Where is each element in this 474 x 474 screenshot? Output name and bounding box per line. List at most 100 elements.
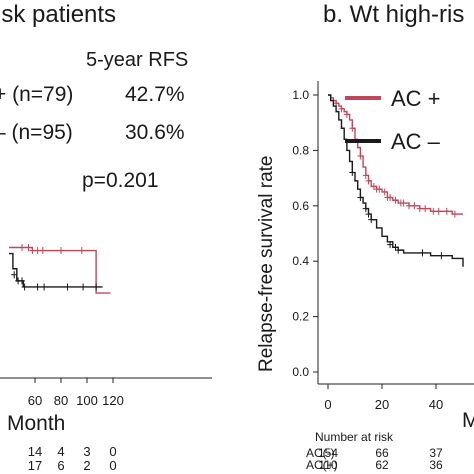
right-y-tick-label: 0.2 bbox=[292, 310, 309, 324]
right-series-1-censor-mark bbox=[362, 171, 369, 179]
left-series-2-censor-mark bbox=[64, 283, 71, 291]
left-risk-cell: 0 bbox=[109, 458, 116, 473]
legend-label-ac-plus: AC + bbox=[391, 86, 441, 111]
right-series-1-censor-mark bbox=[365, 177, 372, 185]
right-plot-area bbox=[328, 94, 464, 267]
right-series-1-censor-mark bbox=[406, 202, 412, 210]
right-series-2-censor-mark bbox=[368, 216, 375, 224]
right-risk-row-label: AC(+) bbox=[306, 458, 338, 472]
left-series-1-censor-mark bbox=[19, 243, 25, 251]
left-x-tick-label: 80 bbox=[54, 393, 68, 408]
left-series-2-censor-mark bbox=[93, 283, 100, 291]
right-series-1-censor-mark bbox=[338, 105, 345, 113]
right-series-1-censor-mark bbox=[451, 210, 458, 218]
left-series-1-censor-mark bbox=[34, 247, 41, 255]
left-stats-row-2-label: – (n=95) bbox=[0, 121, 73, 144]
left-x-tick-label: 60 bbox=[28, 393, 42, 408]
right-y-tick-label: 1.0 bbox=[292, 88, 309, 102]
left-risk-cell: 0 bbox=[109, 444, 116, 459]
right-x-tick-label: 40 bbox=[429, 397, 443, 412]
right-series-1-censor-mark bbox=[349, 124, 356, 132]
left-stats-row-1-value: 42.7% bbox=[125, 83, 185, 106]
left-risk-cell: 14 bbox=[28, 444, 42, 459]
right-risk-title: Number at risk bbox=[315, 430, 394, 444]
right-risk-table: AC(-)154 66 37 AC(+)110 62 36 bbox=[306, 446, 443, 472]
left-risk-cell: 4 bbox=[57, 444, 64, 459]
right-series-1-censor-mark bbox=[387, 193, 394, 201]
right-series-1-censor-mark bbox=[376, 185, 383, 193]
left-series-2-censor-mark bbox=[19, 277, 25, 285]
right-y-axis-label: Relapse-free survival rate bbox=[256, 156, 277, 372]
right-series-1-censor-mark bbox=[443, 207, 450, 215]
right-risk-cell: 110 bbox=[318, 458, 337, 472]
left-pvalue: p=0.201 bbox=[82, 169, 159, 192]
right-series-1-censor-mark bbox=[381, 188, 388, 196]
left-plot-area bbox=[9, 243, 111, 294]
left-series-2-censor-mark bbox=[11, 271, 18, 279]
right-panel: b. Wt high-ris Relapse-free survival rat… bbox=[256, 1, 474, 472]
left-stats-row-2-value: 30.6% bbox=[125, 121, 185, 144]
right-series-1-censor-mark bbox=[416, 205, 423, 213]
right-series-1-censor-mark bbox=[357, 152, 364, 160]
right-series-2-censor-mark bbox=[362, 205, 369, 213]
left-series-1-censor-mark bbox=[39, 247, 46, 255]
right-y-tick-label: 0.4 bbox=[292, 254, 309, 268]
right-series-2-censor-mark bbox=[419, 249, 426, 257]
left-series-2-censor-mark bbox=[21, 283, 28, 291]
right-risk-row-label: AC(-) bbox=[306, 446, 335, 460]
right-x-tick-label: 0 bbox=[324, 397, 331, 412]
left-panel-title: isk patients bbox=[0, 1, 116, 28]
right-series-2-censor-mark bbox=[395, 246, 402, 254]
left-series-1-censor-mark bbox=[25, 243, 32, 251]
left-x-ticks: 60 80 100 120 bbox=[28, 378, 124, 408]
left-stats-header: 5-year RFS bbox=[86, 49, 188, 71]
right-x-ticks: 0 20 40 bbox=[324, 384, 443, 412]
right-series-2-curve bbox=[328, 94, 464, 267]
left-series-1-censor-mark bbox=[78, 247, 85, 255]
left-risk-cell: 3 bbox=[83, 444, 90, 459]
right-series-2-censor-mark bbox=[365, 210, 372, 218]
left-risk-cell: 17 bbox=[28, 458, 42, 473]
right-series-1-censor-mark bbox=[422, 205, 429, 213]
right-risk-cell: 62 bbox=[375, 458, 389, 472]
right-series-2-censor-mark bbox=[387, 241, 394, 249]
left-series-2-censor-mark bbox=[34, 283, 41, 291]
left-series-2-censor-mark bbox=[80, 283, 87, 291]
right-x-tick-label: 20 bbox=[375, 397, 389, 412]
right-series-1-censor-mark bbox=[411, 202, 418, 210]
right-series-2-censor-mark bbox=[438, 252, 445, 260]
right-series-2-censor-mark bbox=[349, 169, 356, 177]
left-series-2-censor-mark bbox=[41, 283, 48, 291]
right-y-ticks: 0.0 0.2 0.4 0.6 0.8 1.0 bbox=[292, 88, 318, 379]
right-series-1-curve bbox=[328, 94, 463, 215]
right-series-1-censor-mark bbox=[435, 207, 442, 215]
left-risk-cell: 6 bbox=[57, 458, 64, 473]
right-series-1-censor-mark bbox=[400, 199, 407, 207]
right-x-axis-label: M bbox=[462, 409, 474, 432]
right-series-1-censor-mark bbox=[430, 207, 437, 215]
left-x-axis-label: Month bbox=[7, 412, 65, 435]
right-y-tick-label: 0.0 bbox=[292, 365, 309, 379]
right-risk-cell: 37 bbox=[429, 446, 443, 460]
left-x-tick-label: 100 bbox=[76, 393, 98, 408]
right-risk-cell: 66 bbox=[375, 446, 389, 460]
right-legend: AC + AC – bbox=[345, 86, 441, 154]
right-series-1-censor-mark bbox=[343, 110, 350, 118]
right-y-tick-label: 0.6 bbox=[292, 199, 309, 213]
right-panel-title: b. Wt high-ris bbox=[323, 1, 464, 28]
left-series-1-censor-mark bbox=[58, 247, 64, 255]
left-series-2-curve bbox=[9, 252, 103, 288]
left-panel: isk patients 5-year RFS + (n=79) 42.7% –… bbox=[0, 1, 212, 473]
right-risk-cell: 154 bbox=[318, 446, 338, 460]
left-x-tick-label: 120 bbox=[102, 393, 124, 408]
right-series-1-censor-mark bbox=[392, 196, 399, 204]
right-risk-cell: 36 bbox=[429, 458, 443, 472]
left-stats-row-1-label: + (n=79) bbox=[0, 83, 73, 106]
right-y-tick-label: 0.8 bbox=[292, 143, 309, 157]
left-risk-table: 14 4 3 0 17 6 2 0 bbox=[28, 444, 117, 473]
right-series-2-censor-mark bbox=[357, 193, 364, 201]
legend-label-ac-minus: AC – bbox=[391, 129, 441, 154]
left-series-1-censor-mark bbox=[29, 247, 36, 255]
left-risk-cell: 2 bbox=[83, 458, 90, 473]
